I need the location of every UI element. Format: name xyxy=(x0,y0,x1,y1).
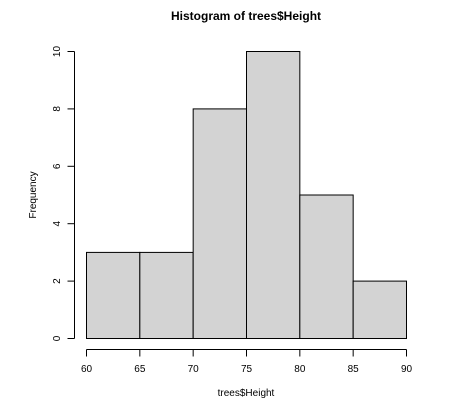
y-tick-label: 10 xyxy=(52,46,63,58)
x-tick-label: 65 xyxy=(134,364,146,375)
x-tick-label: 80 xyxy=(294,364,306,375)
chart-title: Histogram of trees$Height xyxy=(171,9,321,23)
y-tick-label: 0 xyxy=(52,335,63,341)
x-tick-label: 60 xyxy=(81,364,93,375)
histogram-bar xyxy=(139,251,194,339)
bars-group xyxy=(86,51,407,340)
histogram-bar xyxy=(299,194,354,339)
histogram-bar xyxy=(352,280,407,340)
x-axis-label: trees$Height xyxy=(218,388,275,399)
x-tick-label: 75 xyxy=(241,364,253,375)
histogram-bar xyxy=(246,51,301,339)
y-tick-label: 8 xyxy=(52,106,63,112)
x-axis: 60 65 70 75 80 85 90 xyxy=(81,349,413,375)
y-tick-label: 4 xyxy=(52,220,63,226)
y-tick-label: 2 xyxy=(52,278,63,284)
x-tick-label: 90 xyxy=(401,364,413,375)
histogram-bar xyxy=(192,108,248,340)
x-tick-label: 70 xyxy=(188,364,200,375)
histogram-bar xyxy=(86,251,141,339)
y-axis-label: Frequency xyxy=(28,171,39,218)
y-tick-label: 6 xyxy=(52,163,63,169)
x-tick-label: 85 xyxy=(348,364,360,375)
y-axis: 0 2 4 6 8 10 xyxy=(52,46,75,341)
